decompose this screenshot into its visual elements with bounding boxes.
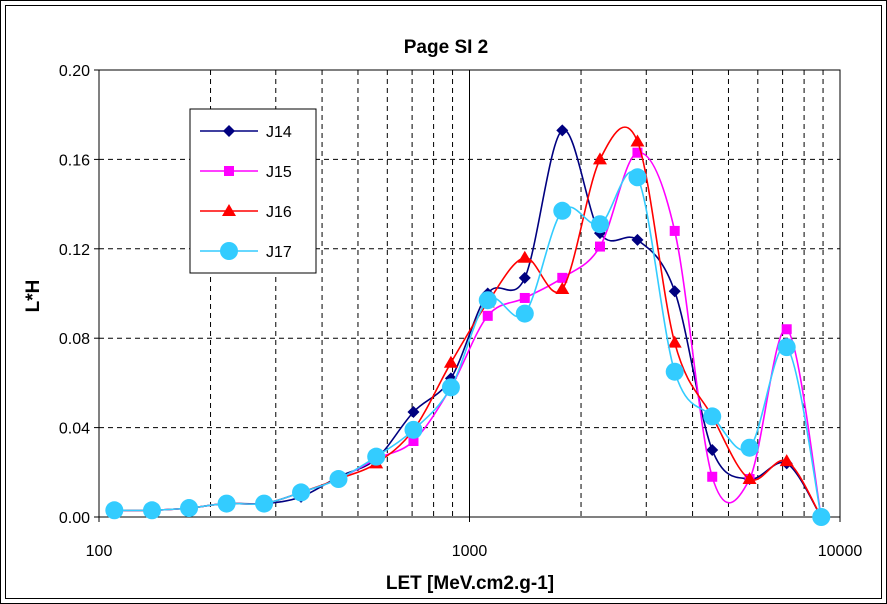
- x-tick-label: 10000: [818, 543, 863, 560]
- y-tick-label: 0.04: [59, 421, 90, 438]
- x-axis-label: LET [MeV.cm2.g-1]: [386, 573, 554, 594]
- data-point: [553, 201, 572, 220]
- data-point: [777, 338, 796, 357]
- legend-marker: [223, 125, 235, 137]
- y-axis-label: L*H: [23, 280, 44, 313]
- data-point: [667, 335, 682, 348]
- data-point: [781, 324, 792, 335]
- series-line: [114, 171, 822, 518]
- data-point: [707, 471, 718, 482]
- data-point: [518, 271, 531, 284]
- series-layer: [105, 124, 831, 526]
- data-point: [665, 362, 684, 381]
- legend-label: J14: [266, 124, 292, 141]
- data-point: [631, 233, 644, 246]
- data-point: [706, 443, 719, 456]
- data-point: [703, 407, 722, 426]
- legend-marker: [224, 166, 234, 176]
- series-j17: [105, 168, 831, 526]
- y-tick-label: 0.20: [59, 63, 90, 80]
- y-tick-label: 0.12: [59, 242, 90, 259]
- y-axis-ticks: 0.00 0.04 0.08 0.12 0.16 0.20: [59, 63, 99, 527]
- data-point: [556, 124, 569, 137]
- chart-title: Page SI 2: [404, 37, 489, 58]
- y-tick-label: 0.00: [59, 510, 90, 527]
- data-point: [779, 454, 794, 467]
- data-point: [142, 501, 161, 520]
- data-point: [812, 508, 831, 526]
- data-point: [555, 282, 570, 295]
- data-point: [515, 304, 534, 323]
- y-tick-label: 0.16: [59, 152, 90, 169]
- data-point: [592, 152, 607, 165]
- data-point: [742, 472, 757, 485]
- data-point: [441, 378, 460, 397]
- y-tick-label: 0.08: [59, 331, 90, 348]
- data-point: [105, 501, 124, 520]
- x-tick-label: 1000: [452, 543, 488, 560]
- data-point: [404, 420, 423, 439]
- legend-item-j16: J16: [200, 204, 292, 221]
- data-point: [292, 483, 311, 502]
- data-point: [255, 494, 274, 513]
- data-point: [407, 405, 420, 418]
- legend-item-j15: J15: [200, 164, 292, 181]
- data-point: [517, 250, 532, 263]
- data-point: [740, 438, 759, 457]
- legend-marker: [222, 204, 236, 216]
- data-point: [519, 292, 530, 303]
- x-tick-label: 100: [86, 543, 113, 560]
- data-point: [443, 355, 458, 368]
- data-point: [594, 241, 605, 252]
- data-point: [632, 147, 643, 158]
- legend-box: [189, 108, 317, 274]
- data-point: [217, 494, 236, 513]
- legend-item-j14: J14: [200, 124, 292, 141]
- legend: J14 J15 J16 J17: [189, 108, 317, 274]
- legend-label: J16: [266, 204, 292, 221]
- chart-area-border: [5, 5, 882, 599]
- data-point: [668, 285, 681, 298]
- data-point: [630, 134, 645, 147]
- data-point: [557, 272, 568, 283]
- legend-marker: [220, 242, 238, 260]
- data-point: [669, 225, 680, 236]
- data-point: [329, 470, 348, 489]
- data-point: [180, 499, 199, 518]
- x-axis-ticks: 100 1000 10000: [86, 517, 863, 560]
- legend-label: J15: [266, 164, 292, 181]
- data-point: [482, 310, 493, 321]
- data-point: [408, 436, 419, 447]
- legend-label: J17: [266, 244, 292, 261]
- legend-item-j17: J17: [200, 242, 292, 261]
- data-point: [628, 168, 647, 187]
- data-point: [590, 215, 609, 234]
- data-point: [367, 447, 386, 466]
- data-point: [478, 291, 497, 310]
